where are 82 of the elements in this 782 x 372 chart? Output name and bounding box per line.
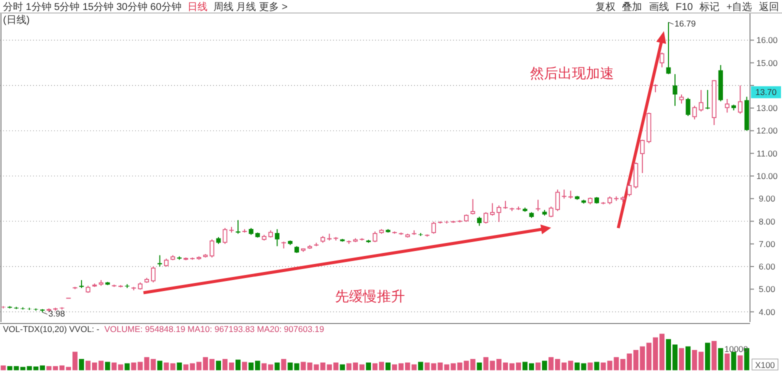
bar bbox=[718, 348, 724, 370]
y-tick-label: 16.00 bbox=[756, 35, 778, 46]
candlestick bbox=[555, 189, 560, 212]
chart-subtitle: VOLUME: 954848.19 MA10: 967193.83 MA20: 907603.19 bbox=[104, 324, 324, 334]
candlestick bbox=[738, 84, 742, 114]
y-tick-label: 15.00 bbox=[756, 58, 778, 68]
candlestick bbox=[210, 238, 214, 258]
candlestick bbox=[274, 228, 280, 247]
bar bbox=[542, 360, 548, 370]
chart-title: VOL-TDX(10,20) VVOL: - bbox=[3, 324, 100, 334]
y-tick-label: 10.00 bbox=[756, 170, 778, 181]
bar bbox=[536, 362, 541, 370]
bar bbox=[124, 363, 130, 370]
candlestick bbox=[470, 198, 476, 215]
bar bbox=[686, 346, 691, 370]
annotation: 复权 叠加 画线 F10 标记 +自选 返回 bbox=[595, 1, 779, 13]
bar bbox=[476, 362, 482, 370]
y-tick-label: 11.00 bbox=[756, 148, 778, 158]
bar bbox=[724, 354, 730, 370]
candlestick bbox=[372, 230, 378, 243]
y-tick-label: 7.00 bbox=[758, 238, 776, 249]
annotation: 日线 bbox=[187, 1, 208, 13]
annotation: 10000 bbox=[724, 344, 748, 354]
candlestick bbox=[660, 52, 664, 68]
candlestick bbox=[150, 266, 156, 283]
bar bbox=[738, 355, 743, 370]
bar bbox=[157, 360, 162, 370]
candlestick bbox=[640, 139, 645, 174]
bar bbox=[105, 362, 110, 370]
candlestick bbox=[666, 22, 671, 75]
text: X100 bbox=[755, 360, 776, 370]
annotation: 分时 1分钟 5分钟 15分钟 30分钟 60分钟 bbox=[3, 1, 182, 13]
candlestick bbox=[490, 202, 495, 216]
candlestick bbox=[724, 98, 730, 114]
bar bbox=[366, 362, 372, 370]
bar bbox=[236, 360, 241, 370]
candlestick bbox=[698, 89, 704, 112]
candlestick bbox=[484, 212, 488, 224]
y-tick-label: 9.00 bbox=[758, 194, 776, 204]
candlestick bbox=[634, 162, 638, 189]
chart-subtitle: (日线) bbox=[3, 14, 30, 26]
candlestick bbox=[679, 94, 684, 104]
candlestick bbox=[158, 254, 162, 268]
annotation: 先缓慢推升 bbox=[335, 288, 405, 304]
bar bbox=[0, 365, 6, 370]
y-tick-label: 13.00 bbox=[756, 103, 778, 114]
candlestick bbox=[686, 97, 690, 116]
y-tick-label: 12.00 bbox=[756, 126, 778, 136]
bar bbox=[731, 352, 736, 370]
annotation: 然后出现加速 bbox=[530, 65, 614, 81]
bar bbox=[705, 342, 710, 370]
candlestick bbox=[496, 204, 502, 222]
bar bbox=[678, 348, 684, 370]
bar bbox=[176, 362, 182, 370]
bar bbox=[242, 362, 248, 370]
candlestick bbox=[548, 206, 554, 218]
bar bbox=[712, 340, 717, 370]
candlestick bbox=[536, 199, 540, 212]
bar bbox=[340, 364, 345, 370]
y-tick-label: 5.00 bbox=[758, 284, 776, 294]
candlestick bbox=[672, 74, 678, 106]
bar bbox=[274, 362, 280, 370]
bar bbox=[78, 358, 84, 370]
bar bbox=[588, 362, 593, 370]
y-tick-label: 4.00 bbox=[758, 306, 776, 317]
annotation: 周线 月线 更多 > bbox=[213, 1, 288, 13]
candlestick bbox=[562, 189, 566, 200]
candlestick bbox=[627, 180, 632, 197]
bar bbox=[386, 362, 391, 370]
bar bbox=[281, 358, 286, 370]
annotation: 13.70 bbox=[755, 87, 777, 98]
annotation: 16.79 bbox=[674, 18, 696, 28]
bar bbox=[594, 362, 600, 370]
candlestick bbox=[692, 105, 697, 120]
candlestick bbox=[477, 216, 482, 226]
bar bbox=[418, 362, 424, 370]
y-tick-label: 8.00 bbox=[758, 216, 776, 226]
candlestick bbox=[705, 89, 710, 110]
candlestick bbox=[431, 221, 436, 234]
bar bbox=[216, 360, 222, 370]
y-tick-label: 6.00 bbox=[758, 262, 776, 272]
annotation: 3.98 bbox=[48, 308, 66, 318]
